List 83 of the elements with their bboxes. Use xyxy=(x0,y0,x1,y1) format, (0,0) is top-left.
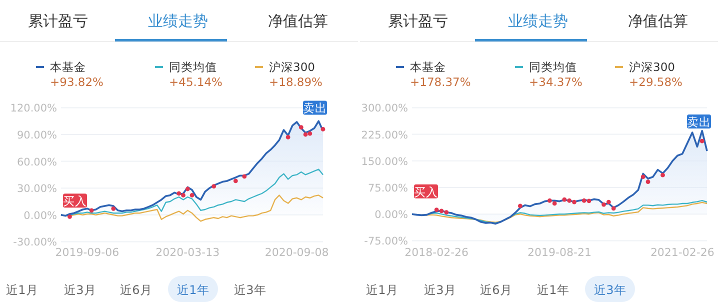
y-tick-label: 0.00% xyxy=(24,210,58,222)
y-tick-label: 90.00% xyxy=(16,130,58,142)
text: 净值估算 xyxy=(628,12,688,30)
point xyxy=(320,126,326,132)
point xyxy=(233,178,238,184)
point xyxy=(700,138,704,144)
x-tick-label: 2020-09-08 xyxy=(264,246,329,259)
point xyxy=(434,208,439,212)
annotation: 买入 xyxy=(63,194,87,208)
x-tick-label: 2019-09-06 xyxy=(55,246,120,259)
point xyxy=(602,202,606,207)
legend-label: 同类均值 xyxy=(169,60,217,74)
y-tick-label: 60.00% xyxy=(16,156,58,168)
text: +45.14% xyxy=(169,75,223,89)
point xyxy=(611,206,616,211)
point xyxy=(286,134,290,140)
y-tick-label: 225.00% xyxy=(361,129,408,142)
x-tick-label: 2018-02-26 xyxy=(404,246,469,259)
point xyxy=(89,208,94,213)
point xyxy=(176,191,182,196)
text: 近1月 xyxy=(6,283,38,297)
legend-label: 沪深300 xyxy=(629,60,675,74)
text: +18.89% xyxy=(269,75,323,89)
point xyxy=(190,193,194,198)
point xyxy=(552,201,557,206)
point xyxy=(586,198,592,204)
point xyxy=(298,125,304,130)
point xyxy=(111,206,116,211)
text: 累计盈亏 xyxy=(28,12,88,30)
text: 近3年 xyxy=(594,283,626,297)
text: 近3月 xyxy=(64,283,96,297)
y-tick-label: 120.00% xyxy=(10,102,58,115)
x-tick-label: 2021-02-26 xyxy=(650,246,714,259)
point xyxy=(68,214,72,219)
text: +178.37% xyxy=(410,75,471,89)
point xyxy=(567,198,572,203)
annotation: 买入 xyxy=(414,184,438,199)
legend-label: 本基金 xyxy=(410,60,446,74)
point xyxy=(646,180,650,184)
y-tick-label: -75.00% xyxy=(364,236,408,248)
text: 近1月 xyxy=(366,283,398,297)
text: +93.82% xyxy=(50,75,104,89)
text: 近3月 xyxy=(424,283,456,297)
y-tick-label: 300.00% xyxy=(361,102,408,115)
point xyxy=(547,198,552,203)
text: +29.58% xyxy=(629,75,683,89)
point xyxy=(606,200,611,204)
y-tick-label: 75.00% xyxy=(368,182,408,194)
text: 业绩走势 xyxy=(148,12,208,30)
text: 近3年 xyxy=(234,283,266,297)
y-tick-label: 0.00% xyxy=(374,209,408,222)
x-tick-label: 2020-03-13 xyxy=(156,246,220,259)
legend-label: 本基金 xyxy=(50,60,86,74)
point xyxy=(185,186,190,192)
point xyxy=(562,197,567,202)
point xyxy=(439,208,444,214)
point xyxy=(640,174,646,180)
text: 近6月 xyxy=(480,283,512,297)
point xyxy=(660,172,665,178)
text: 近6月 xyxy=(120,283,152,297)
point xyxy=(181,193,186,198)
point xyxy=(212,184,216,189)
annotation: 卖出 xyxy=(303,101,327,116)
text: 业绩走势 xyxy=(508,12,568,30)
legend-label: 同类均值 xyxy=(529,60,577,74)
x-tick-label: 2019-08-21 xyxy=(528,246,592,259)
y-tick-label: 30.00% xyxy=(16,183,58,196)
point xyxy=(518,204,522,208)
point xyxy=(242,174,247,179)
text: 累计盈亏 xyxy=(388,12,448,30)
legend-label: 沪深300 xyxy=(269,60,315,74)
point xyxy=(582,198,586,203)
text: 净值估算 xyxy=(268,12,328,30)
annotation: 卖出 xyxy=(687,115,711,130)
text: 近1年 xyxy=(537,283,569,297)
text: +34.37% xyxy=(529,75,583,89)
text: 近1年 xyxy=(177,283,209,297)
point xyxy=(572,200,576,204)
point xyxy=(308,131,312,136)
y-tick-label: 150.00% xyxy=(361,156,408,168)
point xyxy=(444,210,449,215)
y-tick-label: -30.00% xyxy=(13,236,58,249)
point xyxy=(303,132,308,137)
